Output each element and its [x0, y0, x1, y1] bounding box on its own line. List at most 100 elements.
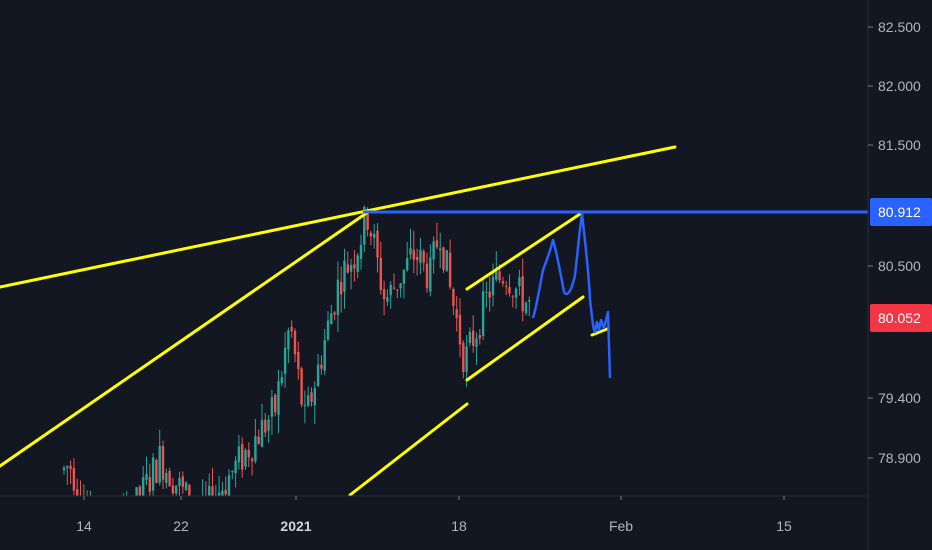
price-tick-label: 81.500: [878, 137, 921, 153]
price-badges: 80.912 80.052: [870, 198, 932, 332]
candle-body: [356, 255, 359, 272]
candle-body: [254, 436, 257, 462]
candle-body: [313, 388, 316, 406]
candle-body: [76, 489, 79, 496]
candle-body: [237, 446, 241, 463]
candle-body: [297, 352, 300, 370]
time-axis[interactable]: 14 22 2021 18 Feb 15: [76, 496, 792, 534]
candle-body: [211, 486, 214, 496]
candle-body: [366, 209, 369, 230]
candle-body: [165, 472, 168, 483]
candle-body: [399, 283, 402, 289]
candle-body: [217, 492, 221, 496]
candle-body: [330, 313, 333, 325]
candle-body: [310, 392, 313, 402]
candle-body: [409, 248, 412, 255]
candle-body: [406, 258, 409, 271]
price-badge: [870, 198, 932, 226]
candle-body: [528, 300, 531, 302]
candle-body: [155, 459, 158, 483]
parallel-support-line[interactable]: [348, 402, 469, 497]
candle-body: [244, 449, 247, 467]
candle-body: [151, 457, 155, 491]
candle-body: [300, 368, 303, 405]
candle-body: [346, 264, 349, 273]
price-badge: [870, 304, 932, 332]
time-tick-label: 15: [776, 518, 792, 534]
candle-body: [488, 291, 491, 298]
candle-body: [415, 256, 419, 261]
candle-body: [227, 475, 231, 496]
time-tick-label: 2021: [280, 518, 311, 534]
candle-body: [505, 285, 508, 287]
candle-body: [336, 279, 340, 315]
candle-body: [363, 206, 366, 245]
candle-body: [458, 314, 462, 345]
candle-body: [264, 419, 267, 433]
candle-body: [333, 312, 336, 315]
candle-body: [343, 260, 346, 292]
candle-body: [462, 342, 465, 372]
candle-body: [455, 309, 458, 318]
upper-trendline[interactable]: [0, 145, 677, 289]
candle-body: [66, 466, 69, 469]
price-tick-label: 80.500: [878, 258, 921, 274]
projected-price-path[interactable]: [531, 212, 612, 379]
candle-body: [270, 397, 274, 417]
candle-body: [168, 470, 171, 487]
candle-body: [161, 445, 165, 480]
candle-body: [435, 240, 439, 248]
candle-body: [316, 364, 320, 386]
channel-lower-line[interactable]: [465, 295, 585, 382]
price-axis[interactable]: 82.500 82.000 81.500 80.500 79.400 78.900: [868, 19, 921, 466]
candle-body: [518, 277, 521, 287]
candle-body: [307, 395, 310, 406]
candle-body: [231, 470, 234, 472]
candle-body: [267, 419, 270, 431]
candle-body: [138, 486, 142, 496]
candle-body: [439, 248, 442, 251]
channel-upper-line[interactable]: [465, 210, 585, 291]
candle-body: [234, 460, 237, 474]
candle-body: [379, 257, 382, 290]
candle-body: [277, 381, 280, 415]
candle-body: [452, 288, 455, 306]
candle-body: [508, 287, 511, 294]
candle-body: [69, 465, 72, 470]
price-badge-label: 80.912: [878, 204, 921, 220]
candle-body: [221, 490, 224, 496]
candle-body: [402, 269, 406, 284]
candle-body: [181, 476, 184, 487]
candle-body: [432, 241, 435, 260]
candle-body: [62, 467, 66, 471]
candle-body: [257, 436, 260, 445]
candle-body: [485, 292, 488, 294]
price-badge-label: 80.052: [878, 310, 921, 326]
time-tick-label: Feb: [609, 518, 633, 534]
candle-body: [386, 297, 389, 302]
rising-support-line[interactable]: [0, 210, 370, 468]
candle-body: [448, 252, 452, 288]
short-support-line[interactable]: [590, 327, 609, 337]
candle-body: [260, 419, 264, 447]
candle-body: [465, 346, 468, 372]
candle-body: [429, 257, 432, 292]
candle-body: [495, 271, 498, 280]
candle-body: [475, 338, 478, 347]
candle-body: [481, 291, 485, 336]
candle-body: [521, 276, 524, 312]
candle-body: [178, 478, 181, 486]
candle-body: [340, 282, 343, 295]
candle-body: [241, 443, 244, 470]
candle-body: [369, 232, 373, 237]
candle-body: [468, 331, 472, 344]
candle-body: [359, 244, 363, 259]
candle-body: [491, 276, 495, 296]
candle-body: [382, 289, 386, 300]
candle-body: [442, 247, 445, 270]
candle-body: [514, 288, 518, 298]
candle-body: [323, 340, 326, 371]
candle-body: [175, 485, 178, 494]
drawing-layer[interactable]: [0, 145, 868, 497]
